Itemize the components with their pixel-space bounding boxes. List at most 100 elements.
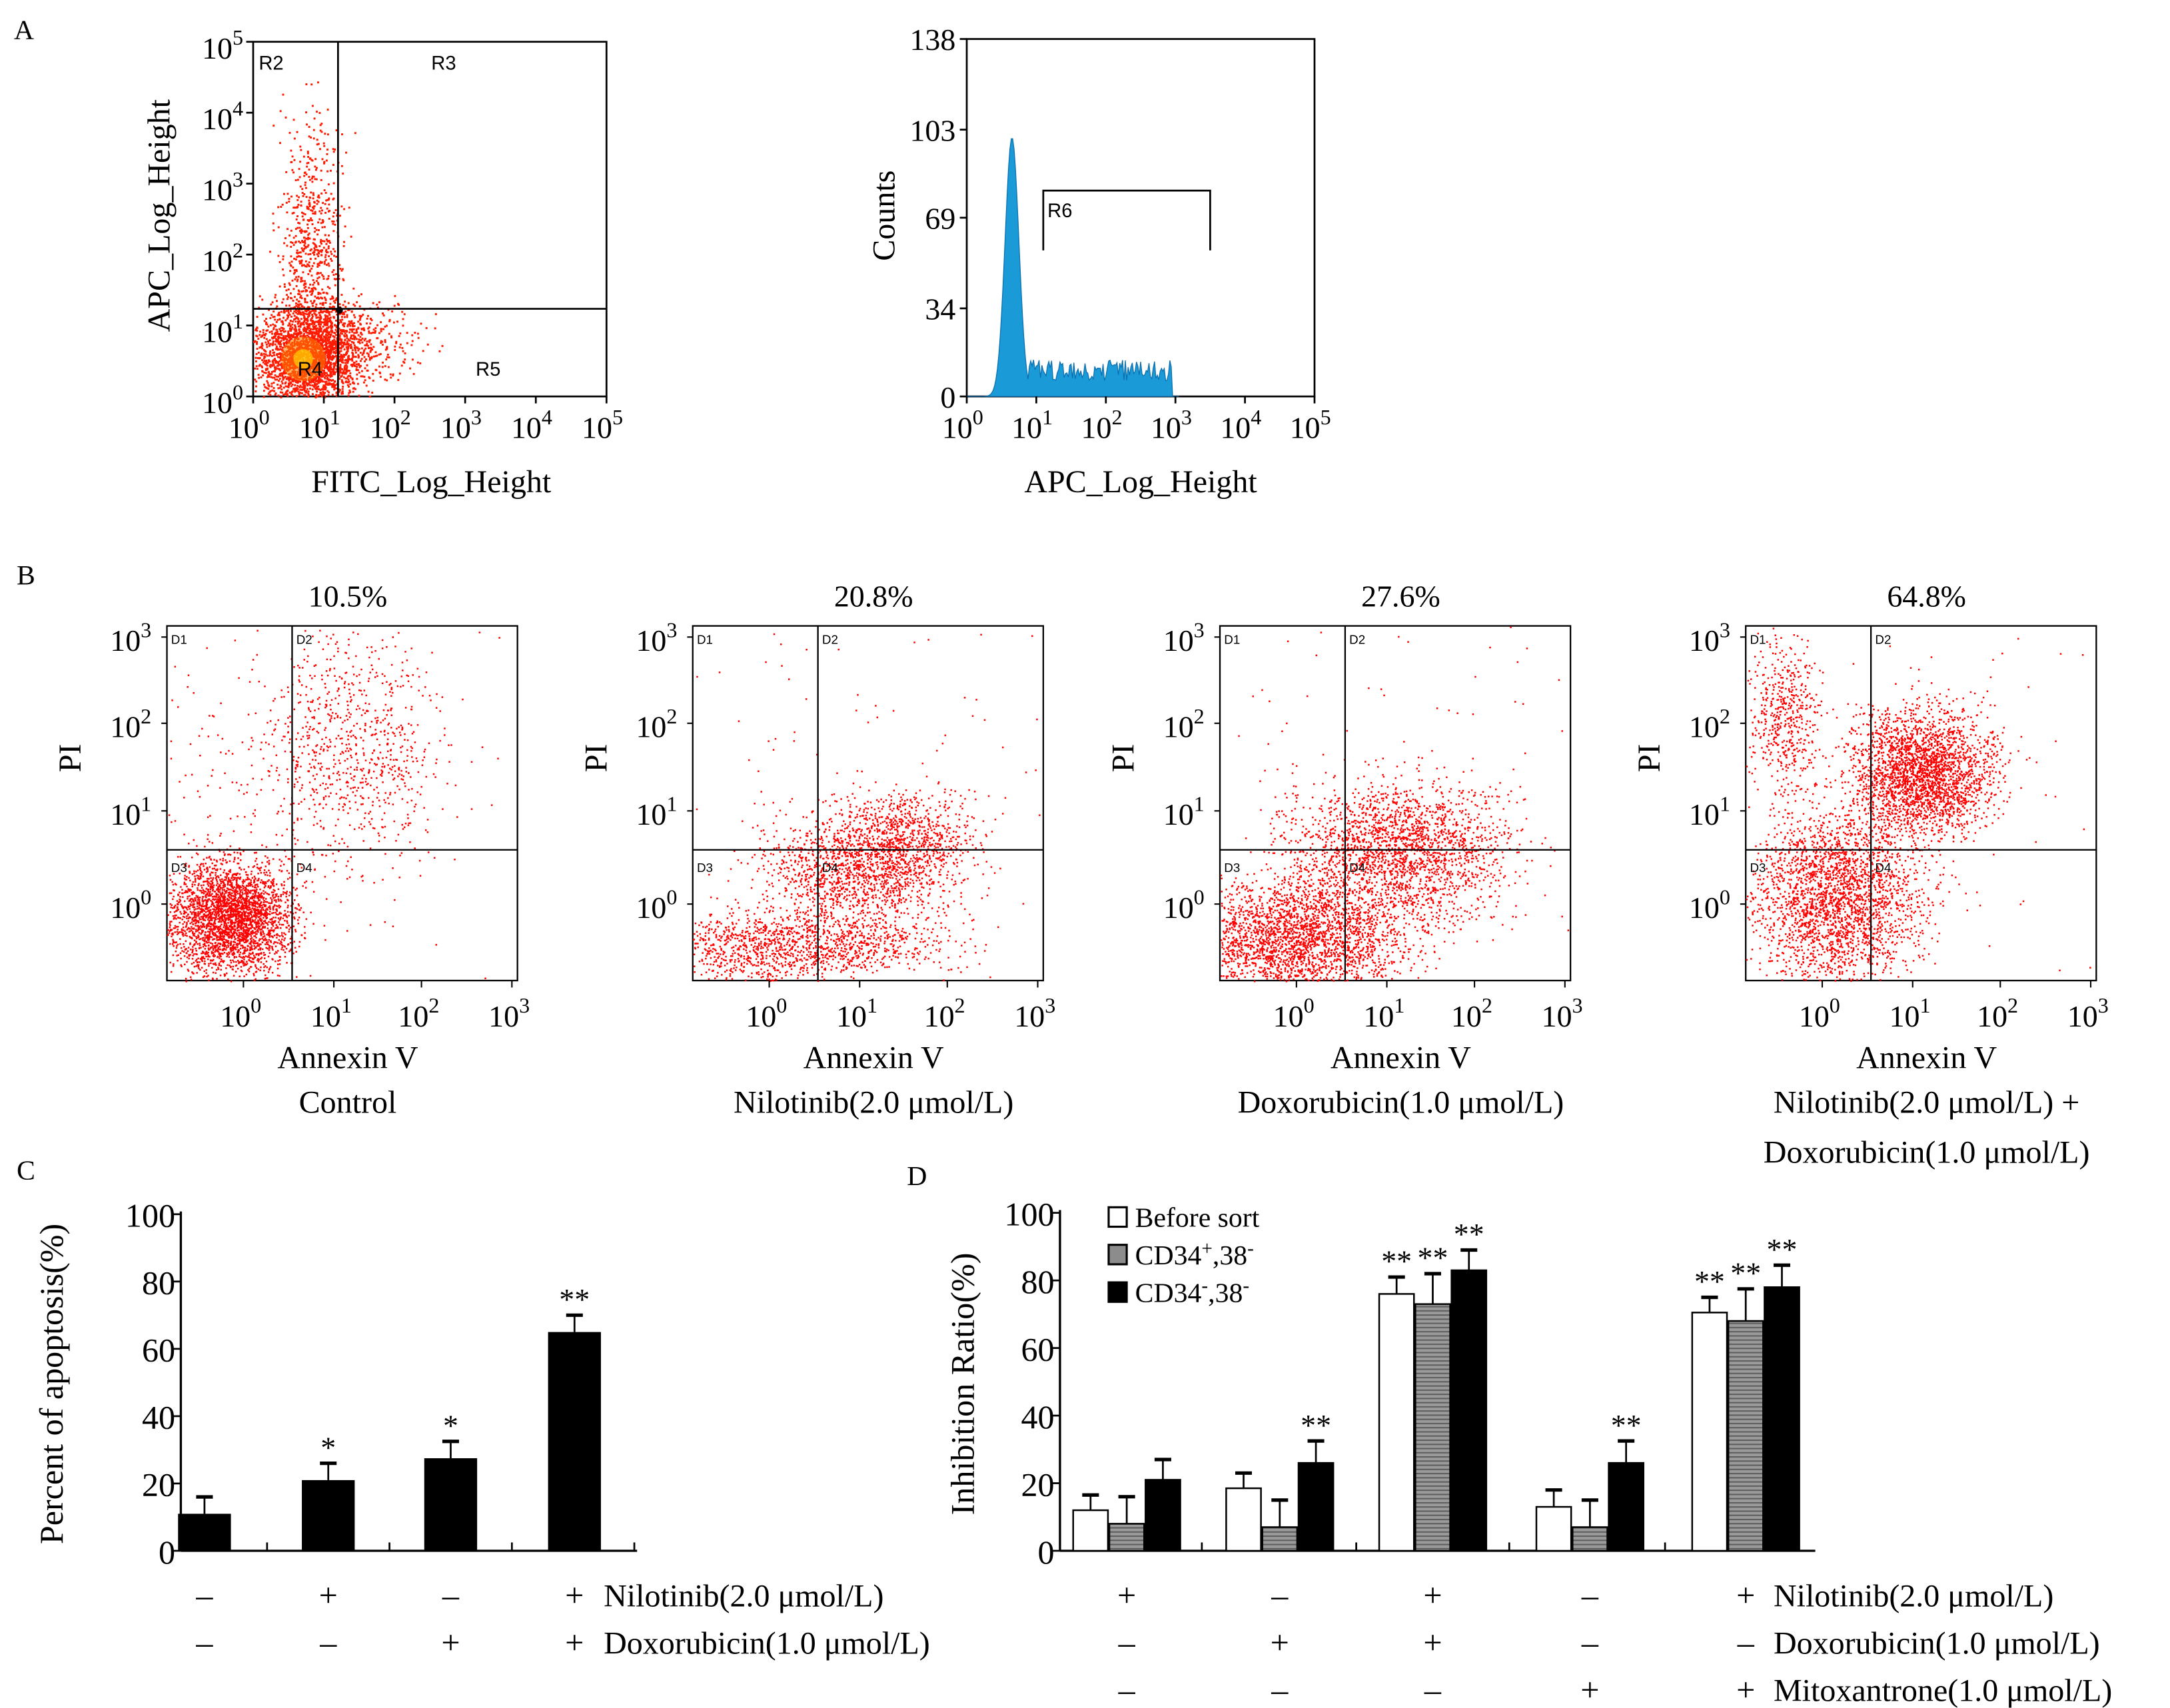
- scatter-point: [283, 933, 285, 935]
- scatter-point: [320, 297, 322, 299]
- scatter-point: [195, 871, 197, 873]
- scatter-point: [179, 922, 181, 924]
- scatter-point: [185, 933, 187, 935]
- scatter-point: [295, 235, 297, 237]
- scatter-point: [348, 390, 350, 392]
- scatter-point: [292, 394, 294, 396]
- scatter-point: [313, 262, 315, 264]
- scatter-point: [417, 362, 419, 364]
- scatter-point: [288, 304, 290, 306]
- scatter-point: [278, 394, 280, 396]
- scatter-point: [339, 334, 341, 336]
- scatter-point: [402, 324, 404, 326]
- scatter-point: [328, 218, 330, 220]
- scatter-point: [193, 881, 195, 883]
- scatter-point: [299, 146, 301, 148]
- scatter-point: [316, 266, 318, 268]
- scatter-point: [175, 905, 177, 907]
- scatter-point: [213, 885, 215, 887]
- scatter-point: [203, 946, 205, 948]
- scatter-point: [255, 390, 257, 392]
- scatter-point: [342, 173, 344, 175]
- scatter-point: [320, 222, 322, 224]
- scatter-point: [402, 350, 404, 352]
- scatter-point: [271, 947, 273, 949]
- scatter-point: [213, 949, 215, 951]
- scatter-point: [326, 160, 328, 162]
- scatter-point: [390, 374, 392, 376]
- scatter-point: [296, 387, 298, 389]
- scatter-point: [330, 322, 332, 324]
- scatter-point: [324, 212, 326, 214]
- scatter-point: [306, 206, 308, 208]
- scatter-point: [384, 341, 386, 343]
- scatter-point: [351, 328, 353, 330]
- scatter-point: [346, 348, 348, 350]
- scatter-point: [352, 353, 354, 355]
- scatter-point: [268, 879, 270, 881]
- scatter-point: [335, 256, 337, 258]
- scatter-point: [282, 274, 284, 276]
- scatter-point: [193, 909, 195, 911]
- scatter-point: [272, 229, 274, 231]
- scatter-point: [272, 929, 274, 931]
- x-tick-label-exp: 0: [973, 405, 983, 429]
- scatter-point: [410, 344, 412, 346]
- scatter-point: [272, 909, 274, 911]
- scatter-point: [200, 925, 202, 927]
- scatter-point: [215, 872, 217, 874]
- scatter-point: [404, 352, 406, 354]
- scatter-point: [205, 973, 207, 975]
- scatter-point: [298, 332, 300, 334]
- scatter-point: [311, 181, 313, 183]
- scatter-point: [307, 396, 309, 398]
- scatter-point: [341, 368, 343, 370]
- scatter-point: [331, 345, 333, 347]
- scatter-point: [280, 346, 282, 348]
- scatter-point: [304, 301, 306, 303]
- scatter-point: [362, 354, 364, 356]
- scatter-point: [173, 955, 175, 957]
- scatter-point: [314, 310, 316, 312]
- scatter-point: [216, 969, 218, 971]
- scatter-point: [183, 834, 185, 836]
- x-tick-label: 101: [1011, 405, 1053, 445]
- scatter-point: [307, 156, 309, 158]
- x-tick-label-base: 10: [511, 411, 542, 445]
- scatter-point: [332, 269, 334, 271]
- scatter-point: [311, 334, 313, 336]
- scatter-point: [352, 391, 354, 393]
- scatter-point: [309, 179, 311, 181]
- scatter-point: [326, 264, 328, 266]
- scatter-point: [318, 283, 320, 285]
- scatter-point: [320, 241, 322, 243]
- scatter-point: [288, 262, 290, 264]
- scatter-point: [265, 333, 267, 335]
- scatter-point: [298, 240, 300, 242]
- scatter-point: [263, 970, 265, 972]
- scatter-point: [333, 366, 335, 368]
- scatter-point: [317, 221, 319, 223]
- scatter-point: [257, 919, 259, 921]
- scatter-point: [371, 392, 373, 394]
- scatter-point: [240, 948, 242, 950]
- scatter-point: [295, 312, 297, 314]
- scatter-point: [296, 976, 298, 978]
- scatter-point: [287, 905, 289, 907]
- scatter-point: [311, 288, 313, 290]
- scatter-point: [350, 337, 352, 339]
- scatter-point: [253, 341, 255, 343]
- scatter-point: [341, 165, 343, 167]
- scatter-point: [385, 358, 387, 360]
- scatter-point: [270, 304, 272, 306]
- scatter-point: [308, 390, 310, 392]
- scatter-point: [326, 376, 328, 378]
- scatter-point: [317, 292, 319, 294]
- scatter-point: [306, 392, 308, 394]
- scatter-point: [346, 346, 348, 348]
- scatter-point: [296, 382, 298, 384]
- scatter-point: [296, 218, 298, 220]
- x-tick-label-exp: 3: [471, 405, 482, 429]
- y-tick-label: 138: [909, 23, 955, 57]
- scatter-point: [333, 255, 335, 257]
